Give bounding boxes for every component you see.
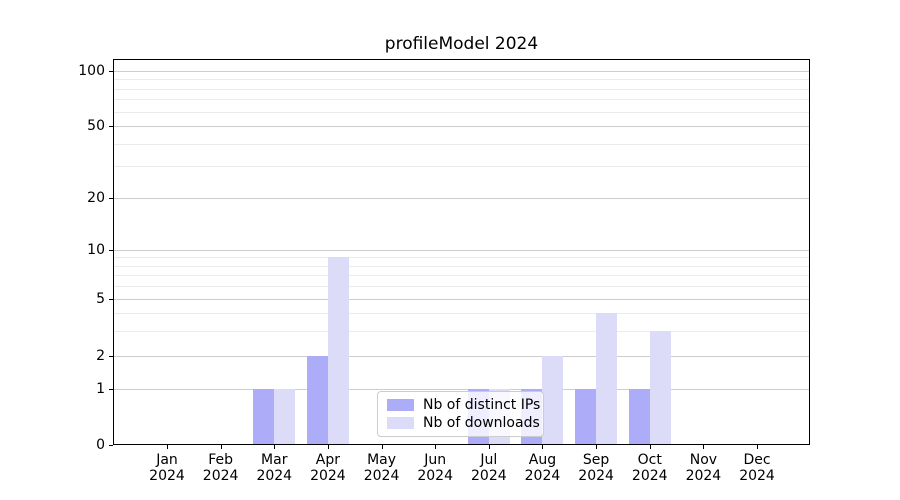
gridline-major <box>114 71 809 72</box>
x-tick-mark <box>542 445 544 449</box>
y-tick-label: 50 <box>87 118 105 134</box>
bar-distinct-ips-apr <box>306 356 328 444</box>
y-tick-mark <box>109 388 113 390</box>
gridline-major <box>114 198 809 199</box>
x-tick-label-mar: Mar <box>261 452 288 468</box>
legend-item-distinct-ips: Nb of distinct IPs <box>387 397 540 413</box>
bar-distinct-ips-oct <box>628 388 650 444</box>
y-tick-label: 10 <box>87 242 105 258</box>
x-tick-label-apr: Apr <box>315 452 341 468</box>
y-tick-label: 20 <box>87 190 105 206</box>
x-tick-year-oct: 2024 <box>631 468 668 484</box>
gridline-minor <box>114 79 809 81</box>
x-tick-label-oct: Oct <box>637 452 662 468</box>
bar-downloads-mar <box>274 388 296 444</box>
x-tick-year-mar: 2024 <box>256 468 293 484</box>
x-tick-label-may: May <box>367 452 397 468</box>
x-tick-year-apr: 2024 <box>310 468 346 484</box>
y-tick-label: 0 <box>96 436 105 453</box>
x-tick-mark <box>703 445 705 449</box>
y-tick-label: 1 <box>96 380 105 397</box>
chart-title: profileModel 2024 <box>384 34 539 54</box>
y-tick-mark <box>109 356 113 357</box>
y-tick-mark <box>109 444 113 446</box>
gridline-major <box>114 356 809 357</box>
bar-distinct-ips-mar <box>253 388 275 444</box>
x-tick-mark <box>649 445 651 449</box>
x-tick-label-jan: Jan <box>156 452 178 468</box>
y-tick-label: 5 <box>96 291 105 307</box>
legend: Nb of distinct IPs Nb of downloads <box>377 391 544 437</box>
x-tick-mark <box>274 445 276 449</box>
x-tick-label-jul: Jul <box>480 452 498 468</box>
gridline-major <box>114 299 809 300</box>
x-tick-label-nov: Nov <box>689 452 718 468</box>
bar-distinct-ips-sep <box>575 388 597 444</box>
x-tick-year-jan: 2024 <box>149 468 185 484</box>
bar-downloads-aug <box>542 356 564 444</box>
gridline-minor <box>114 143 809 145</box>
bar-downloads-sep <box>596 312 618 444</box>
gridline-minor <box>114 312 809 314</box>
x-tick-mark <box>757 445 759 449</box>
gridline-major <box>114 388 809 390</box>
x-tick-year-sep: 2024 <box>578 468 614 484</box>
plot-area <box>113 59 810 445</box>
gridline-minor <box>114 286 809 288</box>
legend-label-distinct-ips: Nb of distinct IPs <box>423 397 541 413</box>
x-tick-label-dec: Dec <box>743 452 771 468</box>
x-tick-label-sep: Sep <box>582 452 610 468</box>
x-tick-mark <box>381 445 383 449</box>
y-tick-mark <box>109 299 113 300</box>
gridline-minor <box>114 99 809 101</box>
legend-item-downloads: Nb of downloads <box>387 415 540 431</box>
x-tick-year-jun: 2024 <box>417 468 453 484</box>
x-tick-mark <box>220 445 222 449</box>
x-tick-label-aug: Aug <box>528 452 557 468</box>
x-tick-mark <box>488 445 490 449</box>
y-tick-mark <box>109 198 113 199</box>
legend-swatch-downloads <box>387 417 414 429</box>
x-tick-mark <box>327 445 329 449</box>
y-tick-mark <box>109 71 113 72</box>
x-tick-year-nov: 2024 <box>685 468 722 484</box>
x-tick-year-jul: 2024 <box>471 468 507 484</box>
x-tick-mark <box>435 445 437 449</box>
x-tick-year-aug: 2024 <box>524 468 561 484</box>
gridline-minor <box>114 88 809 90</box>
gridline-minor <box>114 166 809 168</box>
x-tick-year-feb: 2024 <box>202 468 239 484</box>
legend-swatch-distinct-ips <box>387 399 414 411</box>
gridline-minor <box>114 330 809 332</box>
gridline-major <box>114 250 809 251</box>
gridline-minor <box>114 111 809 113</box>
x-tick-year-dec: 2024 <box>739 468 775 484</box>
gridline-major <box>114 126 809 127</box>
legend-label-downloads: Nb of downloads <box>423 415 540 431</box>
x-tick-mark <box>596 445 598 449</box>
x-tick-year-may: 2024 <box>363 468 400 484</box>
bar-downloads-oct <box>649 330 671 444</box>
y-tick-label: 2 <box>96 348 105 364</box>
x-tick-mark <box>167 445 168 449</box>
bar-downloads-apr <box>327 257 349 444</box>
gridline-minor <box>114 257 809 259</box>
y-tick-label: 100 <box>78 63 105 79</box>
x-tick-label-feb: Feb <box>208 452 234 468</box>
y-tick-mark <box>109 126 113 127</box>
y-tick-mark <box>109 250 113 251</box>
gridline-minor <box>114 265 809 267</box>
gridline-minor <box>114 275 809 277</box>
x-tick-label-jun: Jun <box>424 452 447 468</box>
